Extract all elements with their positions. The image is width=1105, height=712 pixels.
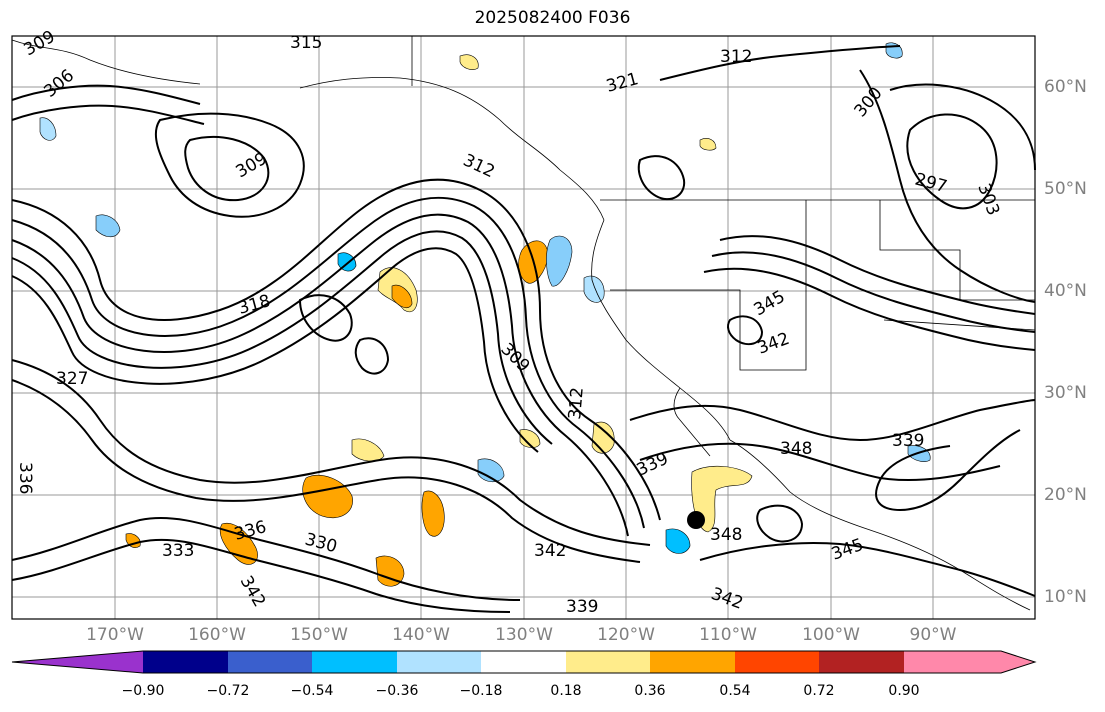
lon-label: 100°W (802, 625, 860, 645)
lon-label: 170°W (86, 625, 144, 645)
lon-label: 90°W (909, 625, 957, 645)
lon-label: 130°W (495, 625, 553, 645)
lon-label: 110°W (699, 625, 757, 645)
colorbar-tick-label: 0.72 (803, 683, 835, 699)
contour-label: 312 (565, 386, 588, 420)
contour-label: 348 (710, 525, 742, 545)
colorbar-tick-label: −0.18 (459, 683, 503, 699)
contour-label: 348 (780, 439, 812, 459)
low-center-marker (687, 511, 705, 529)
lat-label: 10°N (1044, 587, 1087, 607)
contour-label: 315 (290, 33, 322, 53)
colorbar-tick-label: 0.54 (719, 683, 751, 699)
contour-label: 339 (566, 597, 598, 617)
colorbar-tick-label: 0.90 (888, 683, 920, 699)
lat-label: 60°N (1044, 77, 1087, 97)
coastlines (11, 36, 1036, 611)
contour-label: 342 (534, 541, 566, 561)
contour-label: 333 (162, 541, 194, 561)
lon-label: 140°W (392, 625, 450, 645)
colorbar-tick-label: 0.36 (634, 683, 666, 699)
contour-label: 327 (56, 369, 88, 389)
colorbar-tick-label: −0.90 (121, 683, 165, 699)
lat-label: 30°N (1044, 383, 1087, 403)
lat-label: 40°N (1044, 281, 1087, 301)
colorbar-tick-label: −0.54 (290, 683, 334, 699)
lat-label: 20°N (1044, 485, 1087, 505)
contour-label: 339 (892, 431, 924, 451)
plot-border (11, 35, 1036, 620)
colorbar-tick-label: 0.18 (550, 683, 582, 699)
lon-label: 160°W (188, 625, 246, 645)
lon-label: 150°W (290, 625, 348, 645)
colorbar-tick-label: −0.72 (206, 683, 250, 699)
lon-label: 120°W (597, 625, 655, 645)
colorbar-tick-label: −0.36 (375, 683, 419, 699)
gridlines (12, 36, 1035, 619)
contour-label: 312 (720, 47, 752, 67)
map-title: 2025082400 F036 (474, 8, 631, 28)
lat-label: 50°N (1044, 179, 1087, 199)
contour-label: 336 (15, 462, 35, 494)
contours (11, 45, 1036, 613)
